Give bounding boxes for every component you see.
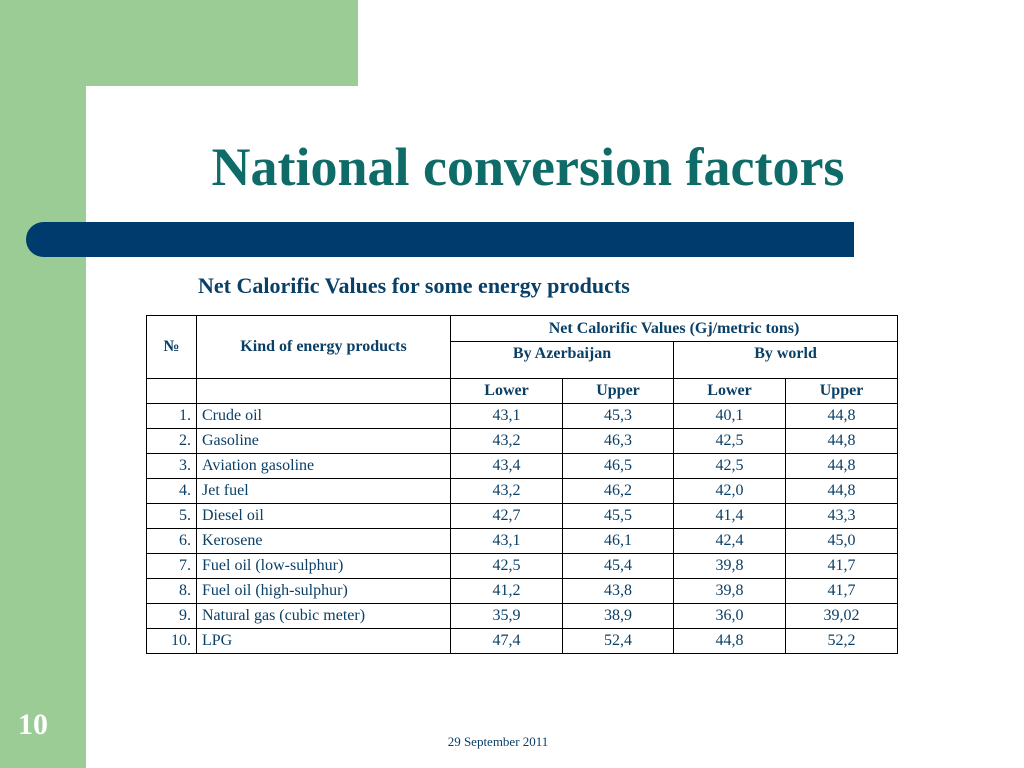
cell-world-lower: 40,1 [673,403,786,429]
cell-number: 6. [146,528,197,554]
header-number: № [146,315,197,379]
cell-az-lower: 35,9 [450,603,563,629]
header-row-3: Lower Upper Lower Upper [146,378,899,404]
cell-az-lower: 43,1 [450,403,563,429]
page-number: 10 [18,708,48,741]
header-blank-number [146,378,197,404]
cell-az-upper: 45,4 [562,553,674,579]
cell-az-upper: 45,3 [562,403,674,429]
calorific-values-table: № Kind of energy products Net Calorific … [146,315,899,654]
cell-number: 5. [146,503,197,529]
table-row: 5. Diesel oil 42,7 45,5 41,4 43,3 [146,503,899,529]
cell-az-lower: 42,7 [450,503,563,529]
header-blank-kind [196,378,451,404]
table-row: 1. Crude oil 43,1 45,3 40,1 44,8 [146,403,899,429]
table-row: 2. Gasoline 43,2 46,3 42,5 44,8 [146,428,899,454]
cell-az-lower: 43,2 [450,428,563,454]
cell-az-lower: 43,4 [450,453,563,479]
header-row-1: № Kind of energy products Net Calorific … [146,315,899,379]
cell-az-lower: 43,2 [450,478,563,504]
table-row: 6. Kerosene 43,1 46,1 42,4 45,0 [146,528,899,554]
cell-world-upper: 39,02 [784,603,899,629]
cell-product-name: Kerosene [196,528,451,554]
cell-world-upper: 52,2 [784,628,899,654]
cell-world-lower: 44,8 [673,628,786,654]
cell-product-name: Fuel oil (high-sulphur) [196,578,451,604]
cell-az-upper: 52,4 [562,628,674,654]
title-underline-bar [26,222,854,257]
cell-az-upper: 43,8 [562,578,674,604]
cell-world-upper: 41,7 [784,578,899,604]
cell-world-lower: 42,0 [673,478,786,504]
slide-title: National conversion factors [211,137,845,197]
green-left-sidebar [0,0,86,768]
cell-number: 3. [146,453,197,479]
cell-product-name: Fuel oil (low-sulphur) [196,553,451,579]
cell-world-upper: 44,8 [784,478,899,504]
header-row-2: By Azerbaijan By world [147,341,899,379]
cell-product-name: LPG [196,628,451,654]
table-row: 9. Natural gas (cubic meter) 35,9 38,9 36,0 3… [146,603,899,629]
footer-date: 29 September 2011 [447,734,549,749]
table-row: 7. Fuel oil (low-sulphur) 42,5 45,4 39,8 41,7 [146,553,899,579]
table-row: 4. Jet fuel 43,2 46,2 42,0 44,8 [146,478,899,504]
cell-product-name: Natural gas (cubic meter) [196,603,451,629]
cell-world-upper: 44,8 [784,453,899,479]
cell-world-upper: 41,7 [784,553,899,579]
table-row: 10. LPG 47,4 52,4 44,8 52,2 [146,628,899,654]
cell-az-upper: 46,2 [562,478,674,504]
header-az-lower: Lower [450,378,563,404]
cell-number: 7. [146,553,197,579]
cell-product-name: Jet fuel [196,478,451,504]
cell-world-lower: 42,5 [673,428,786,454]
header-ncv: Net Calorific Values (Gj/metric tons) [449,315,899,342]
cell-az-upper: 46,5 [562,453,674,479]
cell-world-upper: 44,8 [784,403,899,429]
cell-az-lower: 41,2 [450,578,563,604]
table-body: 1. Crude oil 43,1 45,3 40,1 44,8 2. Gasoline 43,… [146,403,899,654]
cell-product-name: Crude oil [196,403,451,429]
cell-product-name: Aviation gasoline [196,453,451,479]
cell-world-lower: 36,0 [673,603,786,629]
table-row: 3. Aviation gasoline 43,4 46,5 42,5 44,8 [146,453,899,479]
header-by-azerbaijan: By Azerbaijan [450,341,674,379]
cell-number: 2. [146,428,197,454]
cell-az-upper: 46,1 [562,528,674,554]
cell-world-upper: 43,3 [784,503,899,529]
cell-number: 8. [146,578,197,604]
cell-az-upper: 46,3 [562,428,674,454]
cell-world-lower: 41,4 [673,503,786,529]
cell-az-upper: 38,9 [562,603,674,629]
cell-az-lower: 43,1 [450,528,563,554]
cell-world-lower: 42,5 [673,453,786,479]
rounded-corner-decoration [86,86,206,206]
cell-world-upper: 45,0 [784,528,899,554]
cell-world-upper: 44,8 [784,428,899,454]
cell-number: 1. [146,403,197,429]
header-az-upper: Upper [562,378,674,404]
header-kind: Kind of energy products [196,315,451,379]
cell-product-name: Diesel oil [196,503,451,529]
cell-number: 9. [146,603,197,629]
cell-az-upper: 45,5 [562,503,674,529]
header-world-upper: Upper [784,378,899,404]
header-by-world: By world [672,341,899,379]
cell-world-lower: 42,4 [673,528,786,554]
table-row: 8. Fuel oil (high-sulphur) 41,2 43,8 39,8 41,… [146,578,899,604]
cell-number: 10. [146,628,197,654]
header-world-lower: Lower [673,378,786,404]
cell-number: 4. [146,478,197,504]
cell-world-lower: 39,8 [673,553,786,579]
cell-world-lower: 39,8 [673,578,786,604]
cell-product-name: Gasoline [196,428,451,454]
cell-az-lower: 42,5 [450,553,563,579]
table-caption: Net Calorific Values for some energy pro… [198,273,630,298]
cell-az-lower: 47,4 [450,628,563,654]
